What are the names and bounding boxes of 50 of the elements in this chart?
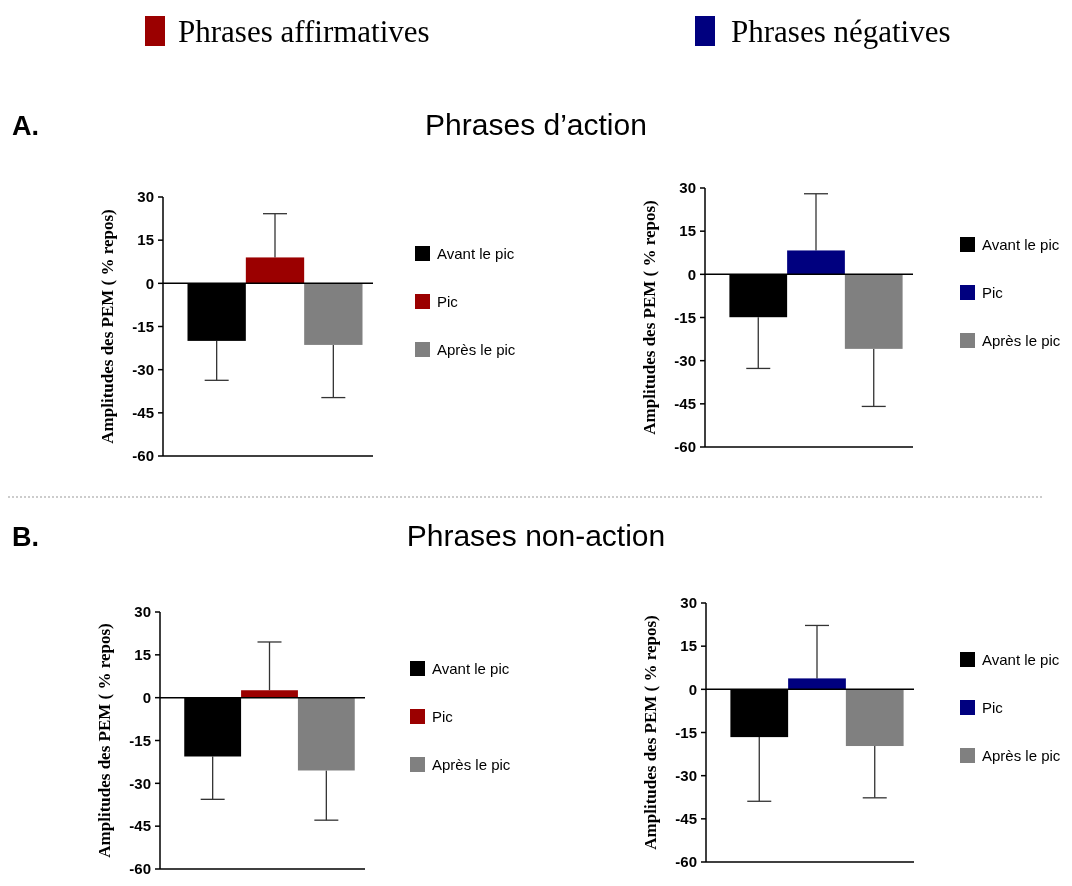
y-tick-label: 15 [134,646,151,664]
y-tick-label: 30 [137,188,154,206]
legend-label: Après le pic [432,756,511,774]
y-axis-title: Amplitudes des PEM ( % repos) [640,200,659,435]
y-tick-label: -15 [132,317,154,335]
y-tick-label: 0 [142,688,151,706]
y-tick-label: 15 [137,231,154,249]
text: A. [12,111,39,141]
text: B. [12,522,39,552]
y-tick-label: 0 [688,680,697,698]
legend-label: Après le pic [437,341,516,359]
y-tick-label: -60 [675,853,697,871]
y-tick-label: -15 [674,308,696,326]
y-tick-label: -45 [675,810,697,828]
legend-label: Après le pic [982,332,1061,350]
y-axis-title: Amplitudes des PEM ( % repos) [641,615,660,850]
legend-label: Pic [437,293,459,311]
chart-title: Phrases d’action [425,108,647,141]
y-tick-label: 30 [679,179,696,197]
legend-label: Pic [432,708,454,726]
y-tick-label: 0 [687,265,696,283]
legend-label: Avant le pic [982,236,1060,254]
y-tick-label: -30 [132,360,154,378]
text: Phrases négatives [731,14,951,49]
legend-label: Pic [982,284,1004,302]
y-tick-label: -60 [132,447,154,465]
legend-label: Après le pic [982,747,1061,765]
text: Phrases affirmatives [178,14,430,49]
y-tick-label: 0 [145,274,154,292]
legend-label: Avant le pic [437,245,515,263]
legend-label: Pic [982,699,1004,717]
y-tick-label: -45 [674,395,696,413]
y-tick-label: -30 [674,351,696,369]
y-tick-label: 15 [679,222,696,240]
y-axis-title: Amplitudes des PEM ( % repos) [98,209,117,444]
y-tick-label: -15 [129,731,151,749]
y-tick-label: -45 [132,404,154,422]
legend-label: Avant le pic [982,651,1060,669]
y-tick-label: 15 [680,637,697,655]
y-tick-label: 30 [680,594,697,612]
y-tick-label: -30 [675,766,697,784]
y-tick-label: 30 [134,603,151,621]
y-tick-label: -15 [675,723,697,741]
legend-label: Avant le pic [432,660,510,678]
y-tick-label: -30 [129,774,151,792]
y-axis-title: Amplitudes des PEM ( % repos) [95,623,114,858]
y-tick-label: -60 [674,438,696,456]
chart-title: Phrases non-action [406,519,666,552]
y-tick-label: -60 [129,860,151,878]
y-tick-label: -45 [129,817,151,835]
